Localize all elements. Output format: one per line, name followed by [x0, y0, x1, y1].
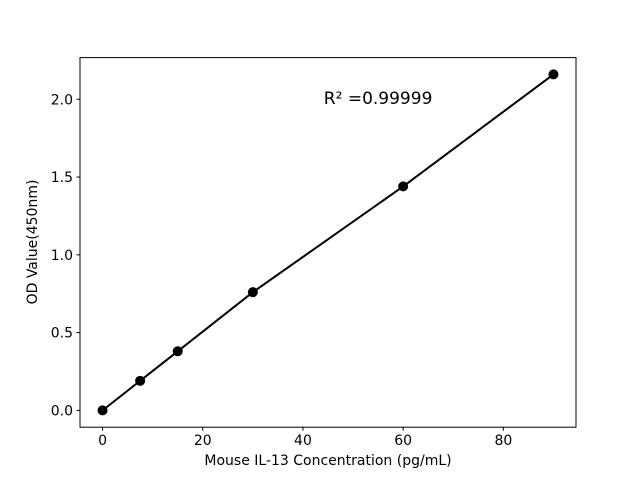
data-point-marker — [247, 287, 258, 298]
r-squared-annotation: R² =0.99999 — [323, 89, 433, 110]
fit-line — [101, 73, 555, 412]
y-tick-label: 1.5 — [51, 170, 73, 186]
x-tick-label: 40 — [294, 433, 312, 449]
x-tick-label: 60 — [394, 433, 412, 449]
plot-frame — [79, 57, 577, 428]
data-point-marker — [172, 346, 183, 357]
y-tick-label: 0.0 — [51, 403, 73, 419]
x-tick-label: 0 — [98, 433, 107, 449]
y-axis-label: OD Value(450nm) — [25, 179, 41, 305]
y-tick-label: 1.0 — [51, 248, 73, 264]
data-point-marker — [97, 405, 108, 416]
x-tick-label: 80 — [494, 433, 512, 449]
data-point-marker — [398, 181, 409, 192]
x-tick-label: 20 — [194, 433, 212, 449]
y-tick-label: 2.0 — [51, 92, 73, 108]
data-point-marker — [548, 69, 559, 80]
data-point-marker — [135, 375, 146, 386]
x-axis-label: Mouse IL-13 Concentration (pg/mL) — [204, 453, 452, 469]
y-tick-label: 0.5 — [51, 326, 73, 342]
